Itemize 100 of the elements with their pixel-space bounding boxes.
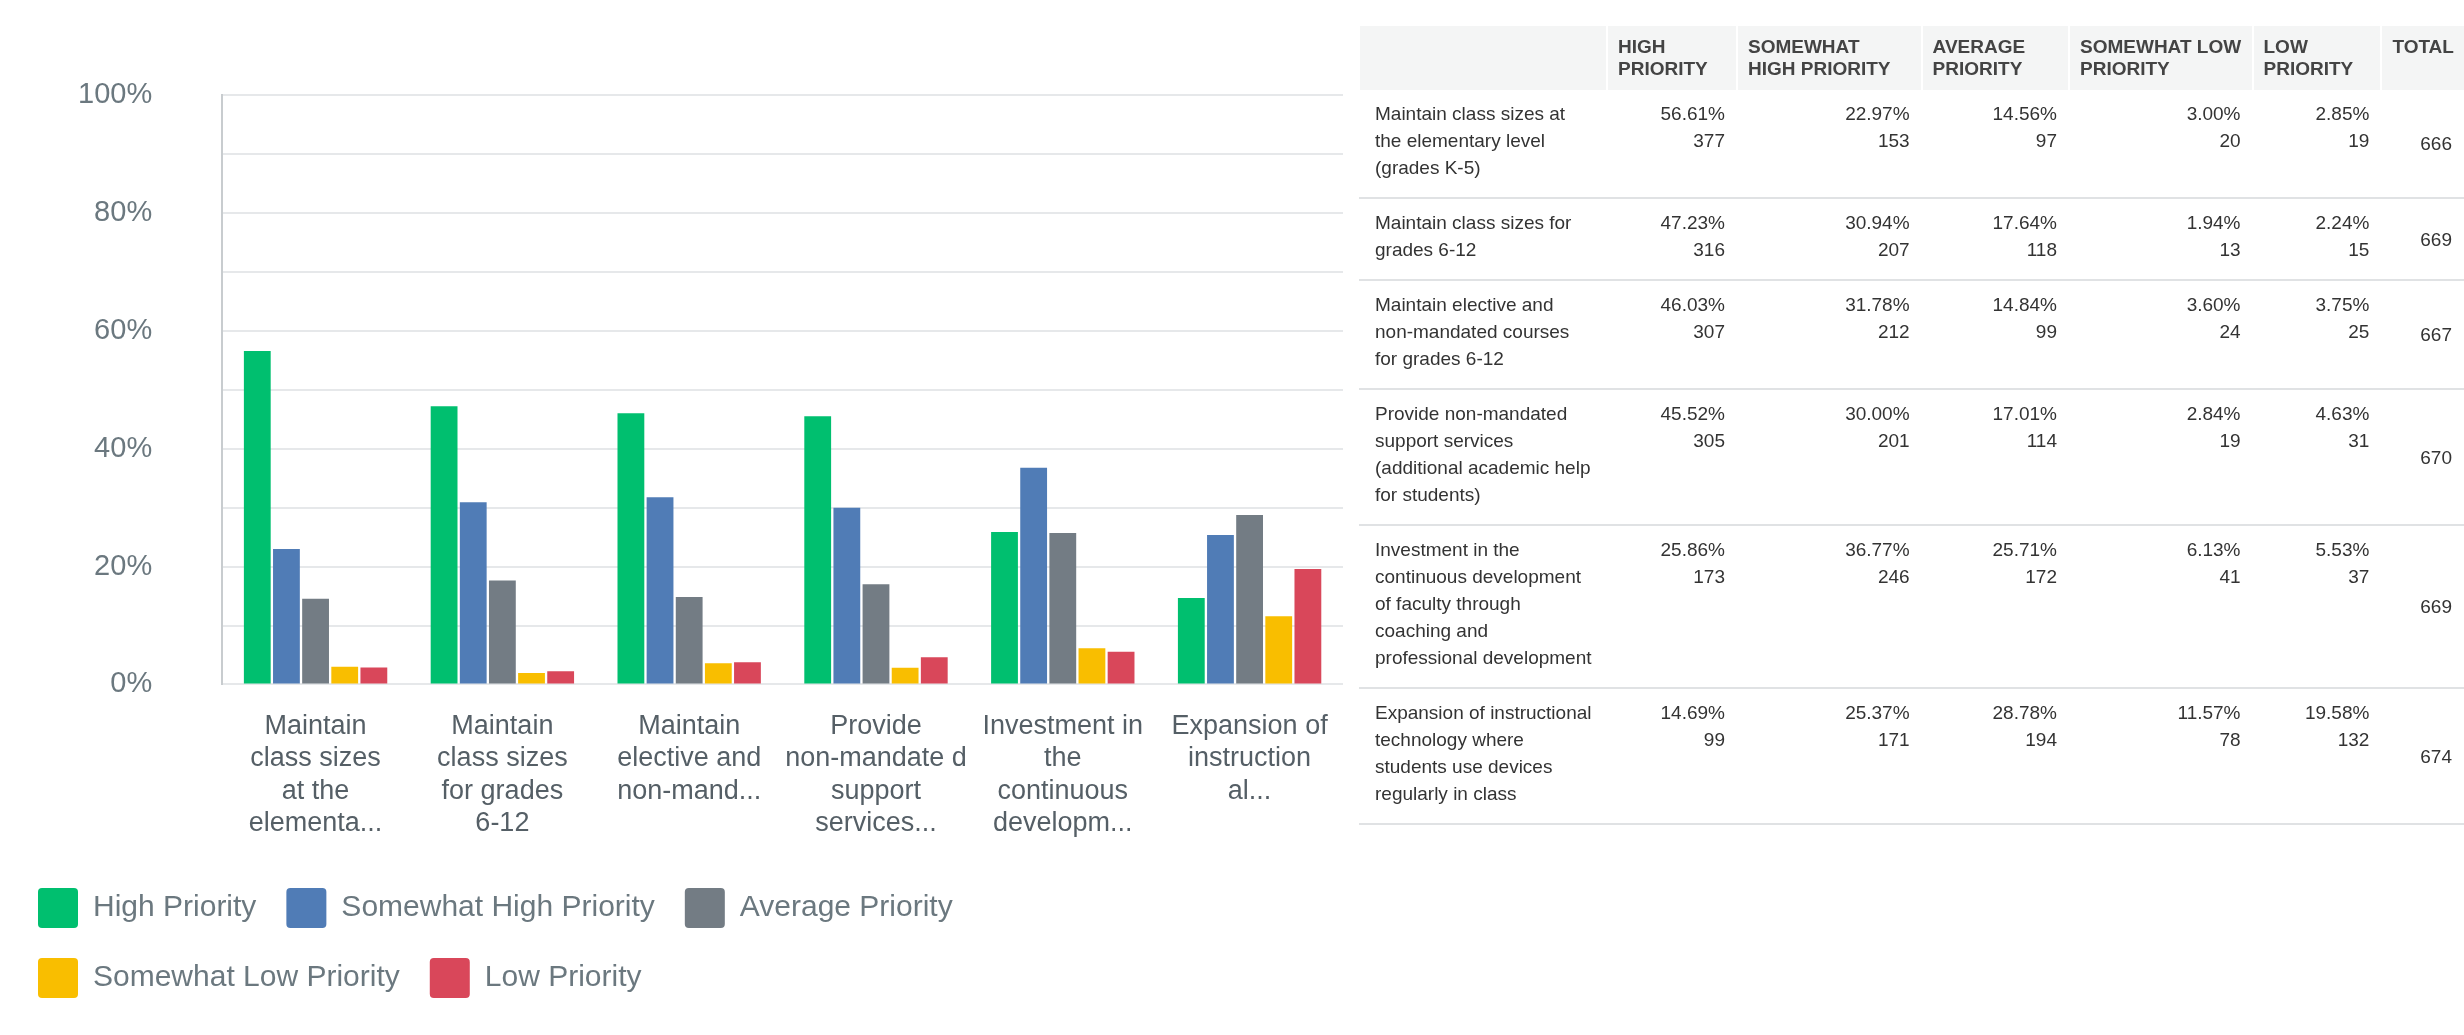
legend-label: Somewhat High Priority: [341, 889, 655, 923]
bar: [1236, 514, 1263, 684]
bar: [360, 667, 388, 684]
data-label: 99: [1702, 728, 1725, 752]
data-label: 377: [1692, 129, 1725, 153]
data-label: 114: [2025, 429, 2057, 453]
bar: [243, 350, 271, 684]
y-tick-label: 20%: [94, 548, 153, 581]
data-label: 17.01%: [1991, 402, 2057, 426]
data-label: 307: [1692, 320, 1725, 344]
data-label: 17.64%: [1991, 211, 2057, 235]
bar: [862, 584, 890, 684]
bar: [1265, 616, 1293, 684]
x-tick-label: Expansion of instruction al...: [1171, 710, 1329, 805]
legend-label: Low Priority: [484, 959, 642, 993]
data-label: 246: [1876, 565, 1910, 589]
x-tick-label: Maintain class sizes for grades 6-12: [437, 710, 568, 838]
bar: [617, 413, 645, 684]
bar: [734, 662, 761, 684]
text: AVERAGE PRIORITY: [1921, 26, 2069, 90]
data-label: 14.84%: [1991, 293, 2057, 317]
data-label: 25: [2347, 320, 2370, 344]
data-label: 3.60%: [2185, 293, 2241, 317]
category-label: Provide non-mandated support services (additional academic help for students): [1359, 389, 1607, 525]
data-label: 670: [2419, 445, 2452, 470]
y-tick-label: 0%: [110, 666, 153, 699]
data-label: 31.78%: [1844, 293, 1910, 317]
bar: [804, 416, 832, 684]
data-label: 41: [2218, 565, 2241, 589]
data-label: 153: [1876, 129, 1910, 153]
data-label: 25.71%: [1991, 538, 2057, 562]
x-tick-label: Investment in the continuous developm...: [982, 710, 1144, 838]
text: SOMEWHAT LOW PRIORITY: [2069, 26, 2253, 90]
y-tick-label: 60%: [94, 313, 153, 345]
data-label: 669: [2419, 595, 2452, 619]
bar: [1107, 651, 1135, 684]
data-label: 6.13%: [2185, 538, 2241, 562]
data-label: 25.86%: [1659, 538, 1725, 562]
bar: [920, 657, 948, 684]
bar: [331, 666, 359, 684]
data-label: 22.97%: [1844, 102, 1910, 126]
data-label: 3.00%: [2185, 102, 2241, 126]
text: TOTAL: [2381, 26, 2464, 90]
y-tick-label: 40%: [94, 430, 153, 463]
legend-label: Average Priority: [739, 889, 953, 923]
data-label: 46.03%: [1659, 293, 1725, 317]
data-label: 97: [2034, 129, 2057, 153]
bar: [547, 671, 575, 684]
category-label: Expansion of instructional technology where students use devices regularly in class: [1359, 688, 1607, 824]
data-label: 14.69%: [1659, 701, 1725, 725]
data-label: 30.00%: [1844, 402, 1910, 426]
data-label: 305: [1692, 429, 1725, 453]
data-label: 2.85%: [2314, 102, 2370, 126]
data-label: 19.58%: [2303, 701, 2370, 725]
data-label: 4.63%: [2314, 402, 2370, 426]
data-label: 15: [2347, 238, 2370, 262]
data-label: 37: [2347, 565, 2370, 589]
data-label: 2.84%: [2185, 402, 2241, 426]
data-label: 13: [2218, 238, 2241, 262]
data-label: 19: [2218, 429, 2241, 453]
data-label: 20: [2218, 129, 2241, 153]
data-label: 99: [2034, 320, 2057, 344]
bar: [646, 497, 674, 684]
bar: [430, 406, 458, 684]
text: SOMEWHAT HIGH PRIORITY: [1736, 26, 1922, 90]
data-label: 19: [2347, 129, 2370, 153]
data-label: 14.56%: [1991, 102, 2057, 126]
bar: [891, 667, 919, 684]
data-label: 669: [2419, 227, 2452, 252]
category-label: Maintain class sizes for grades 6-12: [1359, 198, 1607, 280]
data-label: 56.61%: [1659, 102, 1725, 126]
bar: [1207, 534, 1234, 684]
data-label: 1.94%: [2185, 211, 2241, 235]
text: HIGH PRIORITY: [1607, 26, 1737, 90]
data-label: 45.52%: [1659, 402, 1725, 426]
x-tick-label: Maintain class sizes at the elementa...: [248, 710, 383, 838]
bar: [704, 663, 732, 684]
data-label: 47.23%: [1659, 211, 1725, 235]
bar: [459, 502, 487, 684]
data-label: 194: [2024, 728, 2057, 752]
bar: [488, 580, 516, 684]
data-label: 172: [2024, 565, 2057, 589]
bar: [1020, 467, 1048, 684]
bar: [1294, 569, 1322, 684]
y-tick-label: 100%: [78, 77, 153, 110]
bar: [833, 507, 861, 684]
data-label: 31: [2347, 429, 2370, 453]
data-label: 666: [2419, 132, 2452, 156]
y-tick-label: 80%: [94, 195, 153, 228]
data-label: 201: [1876, 429, 1910, 453]
bar: [1049, 532, 1077, 684]
data-label: 118: [2025, 238, 2057, 262]
data-label: 2.24%: [2314, 211, 2370, 235]
data-label: 207: [1876, 238, 1910, 262]
data-label: 316: [1692, 238, 1725, 262]
bar: [518, 672, 545, 684]
data-label: 78: [2218, 728, 2241, 752]
data-label: 132: [2336, 728, 2370, 752]
data-label: 674: [2419, 744, 2452, 769]
category-label: Maintain class sizes at the elementary level (grades K-5): [1359, 90, 1607, 198]
